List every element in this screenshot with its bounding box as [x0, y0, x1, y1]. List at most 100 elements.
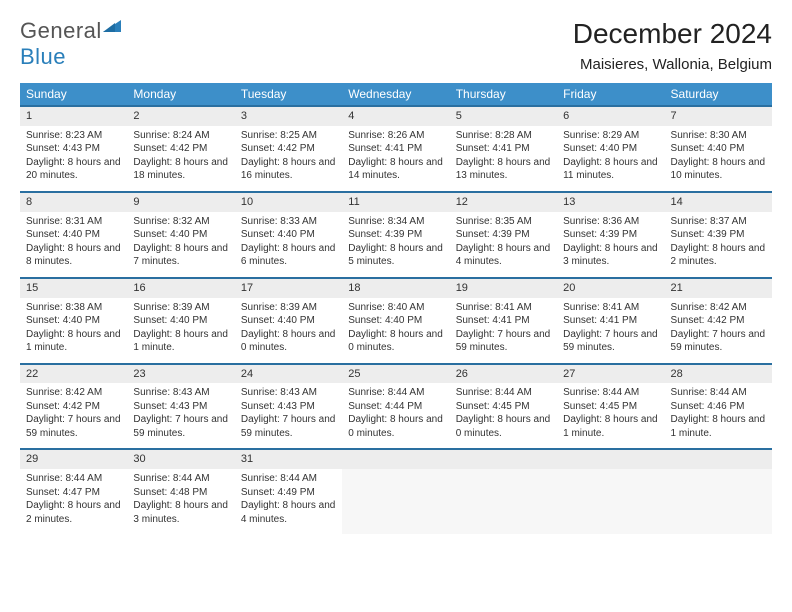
location: Maisieres, Wallonia, Belgium: [573, 56, 772, 73]
daylight-text: Daylight: 8 hours and 11 minutes.: [563, 156, 658, 183]
day-number: 11: [342, 192, 449, 212]
sunrise-text: Sunrise: 8:43 AM: [241, 386, 336, 400]
daylight-text: Daylight: 8 hours and 2 minutes.: [671, 242, 766, 269]
sunrise-text: Sunrise: 8:32 AM: [133, 215, 228, 229]
day-number: 31: [235, 449, 342, 469]
sunrise-text: Sunrise: 8:39 AM: [241, 301, 336, 315]
sunrise-text: Sunrise: 8:44 AM: [456, 386, 551, 400]
sunset-text: Sunset: 4:40 PM: [241, 314, 336, 328]
sunset-text: Sunset: 4:40 PM: [348, 314, 443, 328]
day-detail: Sunrise: 8:26 AMSunset: 4:41 PMDaylight:…: [342, 126, 449, 192]
sunrise-text: Sunrise: 8:30 AM: [671, 129, 766, 143]
sunrise-text: Sunrise: 8:25 AM: [241, 129, 336, 143]
day-number: 23: [127, 364, 234, 384]
sunrise-text: Sunrise: 8:39 AM: [133, 301, 228, 315]
daylight-text: Daylight: 7 hours and 59 minutes.: [671, 328, 766, 355]
daylight-text: Daylight: 8 hours and 16 minutes.: [241, 156, 336, 183]
day-detail: [342, 469, 449, 534]
sunset-text: Sunset: 4:45 PM: [456, 400, 551, 414]
sunset-text: Sunset: 4:40 PM: [26, 314, 121, 328]
sunset-text: Sunset: 4:43 PM: [241, 400, 336, 414]
day-detail: [665, 469, 772, 534]
day-number: 30: [127, 449, 234, 469]
day-number: 13: [557, 192, 664, 212]
daylight-text: Daylight: 8 hours and 1 minute.: [671, 413, 766, 440]
day-number: 21: [665, 278, 772, 298]
sunrise-text: Sunrise: 8:41 AM: [456, 301, 551, 315]
day-number-row: 1234567: [20, 106, 772, 126]
day-number: 9: [127, 192, 234, 212]
day-detail: Sunrise: 8:33 AMSunset: 4:40 PMDaylight:…: [235, 212, 342, 278]
sunrise-text: Sunrise: 8:40 AM: [348, 301, 443, 315]
day-number: 28: [665, 364, 772, 384]
daylight-text: Daylight: 7 hours and 59 minutes.: [456, 328, 551, 355]
day-detail: Sunrise: 8:43 AMSunset: 4:43 PMDaylight:…: [235, 383, 342, 449]
daylight-text: Daylight: 8 hours and 7 minutes.: [133, 242, 228, 269]
day-number: 10: [235, 192, 342, 212]
day-number: 15: [20, 278, 127, 298]
sunrise-text: Sunrise: 8:37 AM: [671, 215, 766, 229]
sunset-text: Sunset: 4:47 PM: [26, 486, 121, 500]
day-number: 2: [127, 106, 234, 126]
day-detail: Sunrise: 8:25 AMSunset: 4:42 PMDaylight:…: [235, 126, 342, 192]
day-detail: Sunrise: 8:36 AMSunset: 4:39 PMDaylight:…: [557, 212, 664, 278]
day-detail: Sunrise: 8:35 AMSunset: 4:39 PMDaylight:…: [450, 212, 557, 278]
daylight-text: Daylight: 8 hours and 6 minutes.: [241, 242, 336, 269]
day-number: 7: [665, 106, 772, 126]
day-header: Saturday: [665, 83, 772, 106]
day-number: 1: [20, 106, 127, 126]
day-of-week-row: SundayMondayTuesdayWednesdayThursdayFrid…: [20, 83, 772, 106]
day-detail-row: Sunrise: 8:31 AMSunset: 4:40 PMDaylight:…: [20, 212, 772, 278]
sunset-text: Sunset: 4:42 PM: [133, 142, 228, 156]
day-detail: Sunrise: 8:43 AMSunset: 4:43 PMDaylight:…: [127, 383, 234, 449]
day-number: 18: [342, 278, 449, 298]
sunset-text: Sunset: 4:40 PM: [241, 228, 336, 242]
daylight-text: Daylight: 8 hours and 0 minutes.: [348, 413, 443, 440]
day-header: Monday: [127, 83, 234, 106]
day-number: 5: [450, 106, 557, 126]
sunrise-text: Sunrise: 8:42 AM: [671, 301, 766, 315]
sunset-text: Sunset: 4:41 PM: [456, 314, 551, 328]
day-number: 24: [235, 364, 342, 384]
daylight-text: Daylight: 8 hours and 4 minutes.: [456, 242, 551, 269]
day-detail-row: Sunrise: 8:44 AM Sunset: 4:47 PM Daylight:…: [20, 469, 772, 534]
header: General Blue December 2024 Maisieres, Wa…: [20, 18, 772, 73]
logo-triangle-icon: [103, 18, 121, 37]
day-detail-row: Sunrise: 8:42 AMSunset: 4:42 PMDaylight:…: [20, 383, 772, 449]
day-number: 20: [557, 278, 664, 298]
page-title: December 2024: [573, 18, 772, 50]
logo-text: General Blue: [20, 18, 121, 70]
day-header: Tuesday: [235, 83, 342, 106]
day-number: 8: [20, 192, 127, 212]
day-detail: Sunrise: 8:37 AMSunset: 4:39 PMDaylight:…: [665, 212, 772, 278]
day-header: Friday: [557, 83, 664, 106]
day-detail: Sunrise: 8:40 AMSunset: 4:40 PMDaylight:…: [342, 298, 449, 364]
sunset-text: Sunset: 4:43 PM: [26, 142, 121, 156]
day-number-row: 891011121314: [20, 192, 772, 212]
sunrise-text: Sunrise: 8:44 AM: [133, 472, 228, 486]
sunset-text: Sunset: 4:46 PM: [671, 400, 766, 414]
sunset-text: Sunset: 4:45 PM: [563, 400, 658, 414]
day-header: Thursday: [450, 83, 557, 106]
daylight-text: Daylight: 8 hours and 18 minutes.: [133, 156, 228, 183]
sunrise-text: Sunrise: 8:23 AM: [26, 129, 121, 143]
daylight-text: Daylight: 7 hours and 59 minutes.: [563, 328, 658, 355]
day-number: 14: [665, 192, 772, 212]
day-number: 22: [20, 364, 127, 384]
sunset-text: Sunset: 4:42 PM: [671, 314, 766, 328]
daylight-text: Daylight: 8 hours and 14 minutes.: [348, 156, 443, 183]
daylight-text: Daylight: 8 hours and 4 minutes.: [241, 499, 336, 526]
day-detail: Sunrise: 8:28 AMSunset: 4:41 PMDaylight:…: [450, 126, 557, 192]
sunset-text: Sunset: 4:40 PM: [26, 228, 121, 242]
sunrise-text: Sunrise: 8:41 AM: [563, 301, 658, 315]
day-detail: Sunrise: 8:41 AMSunset: 4:41 PMDaylight:…: [450, 298, 557, 364]
day-detail: Sunrise: 8:41 AMSunset: 4:41 PMDaylight:…: [557, 298, 664, 364]
daylight-text: Daylight: 8 hours and 13 minutes.: [456, 156, 551, 183]
logo-word-general: General: [20, 18, 102, 43]
daylight-text: Daylight: 7 hours and 59 minutes.: [241, 413, 336, 440]
day-number-row: 293031: [20, 449, 772, 469]
sunrise-text: Sunrise: 8:34 AM: [348, 215, 443, 229]
sunrise-text: Sunrise: 8:43 AM: [133, 386, 228, 400]
daylight-text: Daylight: 8 hours and 20 minutes.: [26, 156, 121, 183]
day-detail: Sunrise: 8:23 AMSunset: 4:43 PMDaylight:…: [20, 126, 127, 192]
